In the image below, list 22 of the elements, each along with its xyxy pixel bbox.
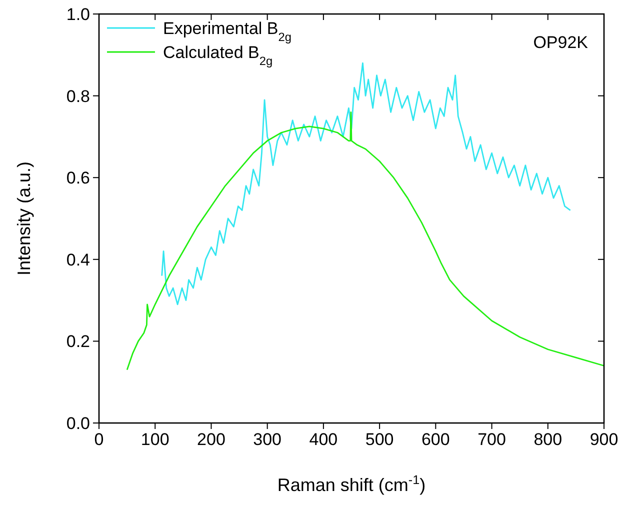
x-tick-label: 100 <box>140 430 170 449</box>
y-tick-label: 1.0 <box>66 5 90 24</box>
x-axis-title: Raman shift (cm$^{-1}$) <box>277 473 426 495</box>
x-tick-label: 700 <box>478 430 506 449</box>
legend-label: Calculated B$_{2g}$ <box>163 43 273 68</box>
x-tick-label: 400 <box>309 430 338 449</box>
x-tick-label: 600 <box>421 430 450 449</box>
y-tick-label: 0.4 <box>66 250 90 270</box>
x-tick-label: 300 <box>253 430 282 449</box>
x-tick-label: 0 <box>94 430 104 449</box>
line-series <box>126 111 605 371</box>
x-tick-label: 200 <box>197 430 226 449</box>
legend-label: Experimental B$_{2g}$ <box>163 19 292 44</box>
y-tick-label: 0.0 <box>66 414 90 433</box>
annotation: OP92K <box>533 33 589 52</box>
x-tick-label: 900 <box>590 430 618 449</box>
y-axis-title: Intensity (a.u.) <box>14 161 34 276</box>
y-tick-label: 0.6 <box>66 168 90 188</box>
y-tick-label: 0.2 <box>66 332 90 352</box>
y-tick-label: 0.8 <box>66 86 90 106</box>
x-tick-label: 800 <box>534 430 562 449</box>
x-tick-label: 500 <box>365 430 394 449</box>
